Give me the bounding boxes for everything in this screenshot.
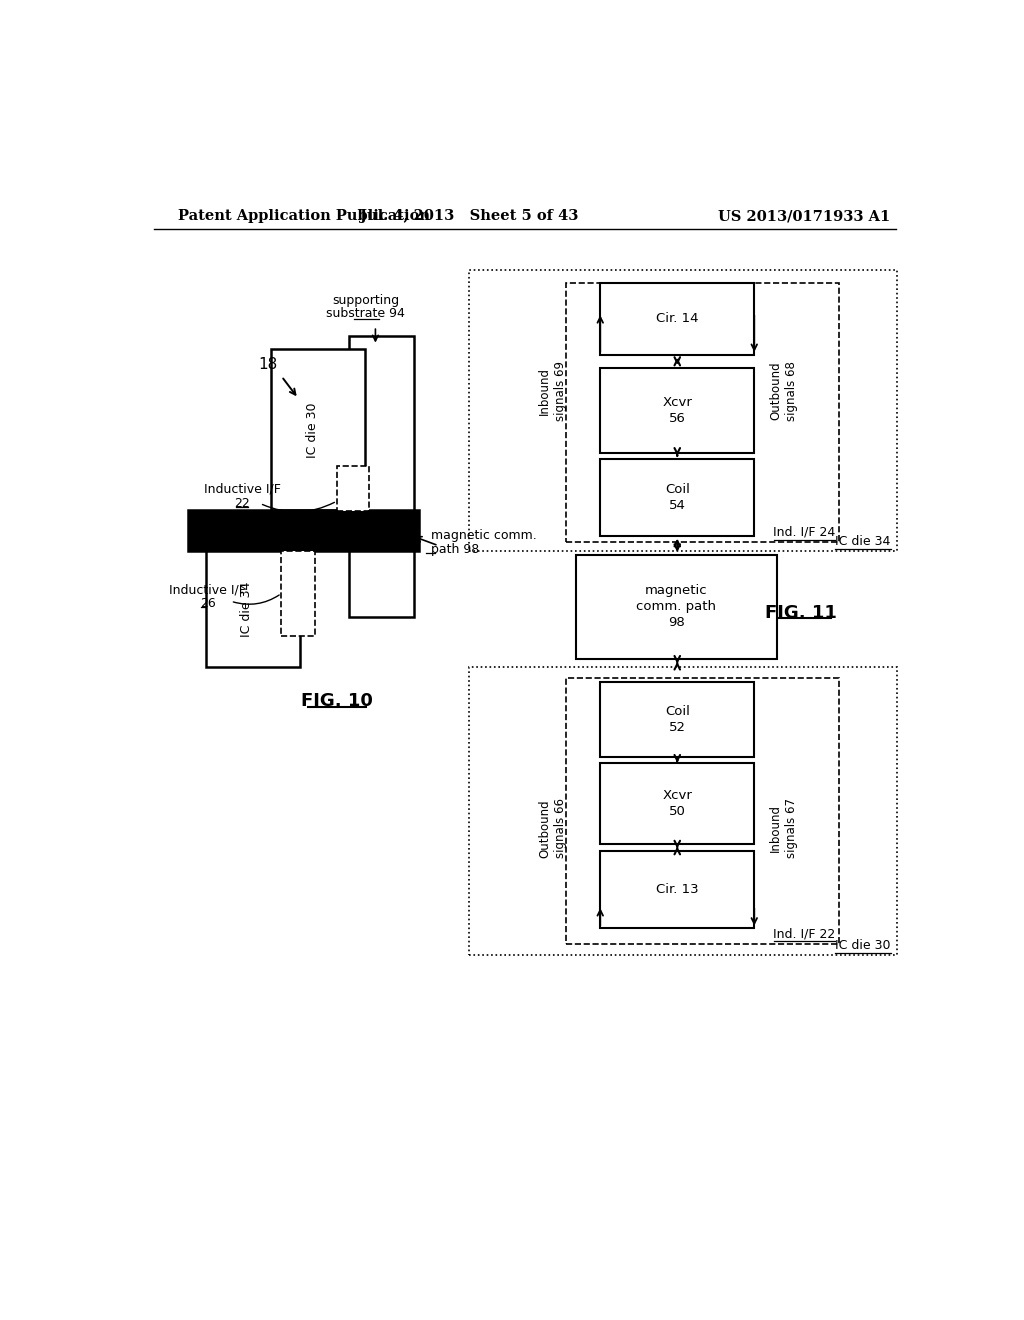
Bar	[600, 284, 755, 355]
Text: supporting: supporting	[332, 294, 399, 308]
Text: Coil
52: Coil 52	[665, 705, 690, 734]
Bar	[271, 350, 366, 511]
Bar	[469, 667, 897, 956]
Text: Xcvr
50: Xcvr 50	[663, 789, 692, 818]
Text: substrate 94: substrate 94	[326, 308, 404, 321]
Bar	[337, 466, 370, 511]
Bar	[600, 368, 755, 453]
Text: Ind. I/F 24: Ind. I/F 24	[773, 525, 836, 539]
Bar	[565, 678, 839, 944]
Text: Outbound
signals 68: Outbound signals 68	[769, 360, 798, 421]
Text: 22: 22	[234, 496, 250, 510]
Text: magnetic comm.: magnetic comm.	[431, 529, 537, 543]
Bar	[575, 554, 777, 659]
Text: magnetic
comm. path
98: magnetic comm. path 98	[637, 585, 717, 630]
Bar	[282, 552, 315, 636]
Bar	[600, 851, 755, 928]
Bar	[188, 510, 419, 552]
Text: Cir. 14: Cir. 14	[656, 313, 698, 326]
Text: IC die 34: IC die 34	[836, 535, 891, 548]
Text: FIG. 10: FIG. 10	[301, 692, 373, 710]
Text: IC die 30: IC die 30	[835, 940, 891, 952]
Bar	[600, 763, 755, 843]
Bar	[188, 510, 419, 552]
Text: IC die 34: IC die 34	[241, 581, 253, 636]
Text: US 2013/0171933 A1: US 2013/0171933 A1	[718, 209, 891, 223]
Text: Inbound
signals 67: Inbound signals 67	[769, 799, 798, 858]
Bar	[206, 552, 300, 667]
Text: Inductive I/F: Inductive I/F	[204, 483, 281, 496]
Text: Coil
54: Coil 54	[665, 483, 690, 512]
Text: Inbound
signals 69: Inbound signals 69	[538, 360, 567, 421]
Text: Ind. I/F 22: Ind. I/F 22	[773, 928, 836, 941]
Bar	[600, 459, 755, 536]
Text: Cir. 13: Cir. 13	[656, 883, 698, 896]
Text: Outbound
signals 66: Outbound signals 66	[538, 799, 567, 858]
Text: Patent Application Publication: Patent Application Publication	[178, 209, 430, 223]
Text: Inductive I/F: Inductive I/F	[169, 583, 246, 597]
Text: FIG. 11: FIG. 11	[765, 603, 837, 622]
Text: Jul. 4, 2013   Sheet 5 of 43: Jul. 4, 2013 Sheet 5 of 43	[360, 209, 579, 223]
Bar	[565, 284, 839, 543]
Text: IC die 30: IC die 30	[306, 403, 318, 458]
Text: Xcvr
56: Xcvr 56	[663, 396, 692, 425]
Bar	[469, 271, 897, 552]
Bar	[349, 335, 414, 616]
Text: 26: 26	[200, 597, 215, 610]
Text: path 98: path 98	[431, 543, 479, 556]
Bar	[600, 682, 755, 758]
Text: 18: 18	[258, 358, 278, 372]
